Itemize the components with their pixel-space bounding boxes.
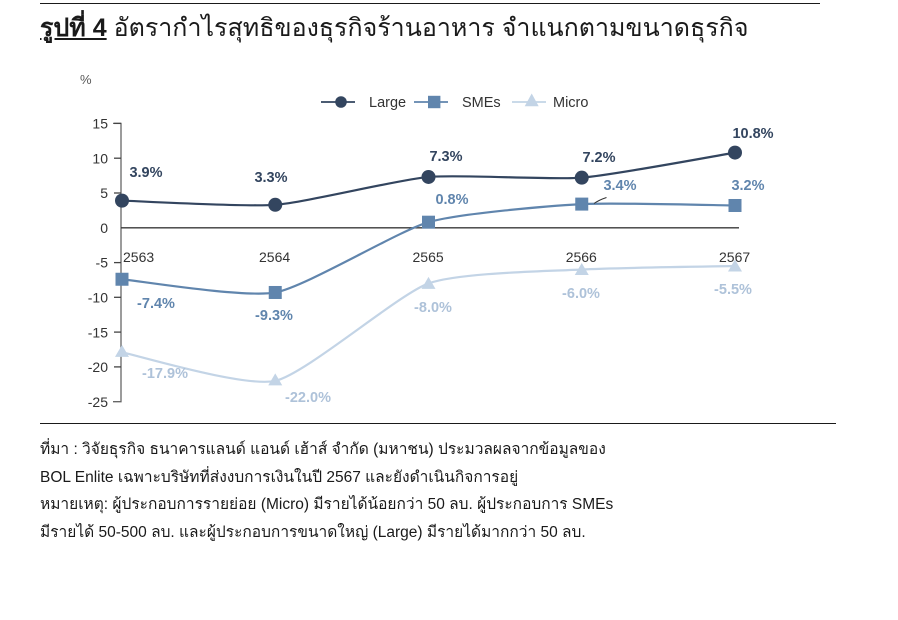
svg-text:3.4%: 3.4%: [603, 178, 636, 194]
svg-text:-17.9%: -17.9%: [142, 366, 188, 382]
svg-text:2563: 2563: [123, 249, 154, 265]
svg-text:5: 5: [100, 185, 108, 201]
svg-text:-20: -20: [88, 359, 108, 375]
svg-text:SMEs: SMEs: [462, 95, 501, 111]
svg-text:7.3%: 7.3%: [429, 149, 462, 165]
svg-text:-6.0%: -6.0%: [562, 286, 600, 302]
svg-text:Large: Large: [369, 95, 406, 111]
svg-text:10.8%: 10.8%: [732, 126, 773, 142]
svg-text:-5.5%: -5.5%: [714, 282, 752, 298]
svg-text:-8.0%: -8.0%: [414, 300, 452, 316]
svg-text:3.2%: 3.2%: [731, 178, 764, 194]
svg-text:%: %: [80, 72, 92, 87]
svg-text:3.9%: 3.9%: [129, 165, 162, 181]
svg-text:7.2%: 7.2%: [582, 150, 615, 166]
svg-text:-7.4%: -7.4%: [137, 296, 175, 312]
svg-text:0.8%: 0.8%: [435, 192, 468, 208]
svg-text:-5: -5: [96, 255, 109, 271]
svg-text:-22.0%: -22.0%: [285, 390, 331, 406]
svg-text:-25: -25: [88, 394, 108, 410]
svg-text:-15: -15: [88, 324, 108, 340]
svg-text:-9.3%: -9.3%: [255, 308, 293, 324]
svg-text:15: 15: [92, 116, 108, 132]
svg-text:10: 10: [92, 150, 108, 166]
svg-text:2565: 2565: [413, 249, 444, 265]
svg-text:2566: 2566: [566, 249, 597, 265]
svg-text:0: 0: [100, 220, 108, 236]
svg-text:-10: -10: [88, 290, 108, 306]
svg-text:3.3%: 3.3%: [254, 170, 287, 186]
svg-text:2564: 2564: [259, 249, 290, 265]
svg-text:Micro: Micro: [553, 95, 588, 111]
